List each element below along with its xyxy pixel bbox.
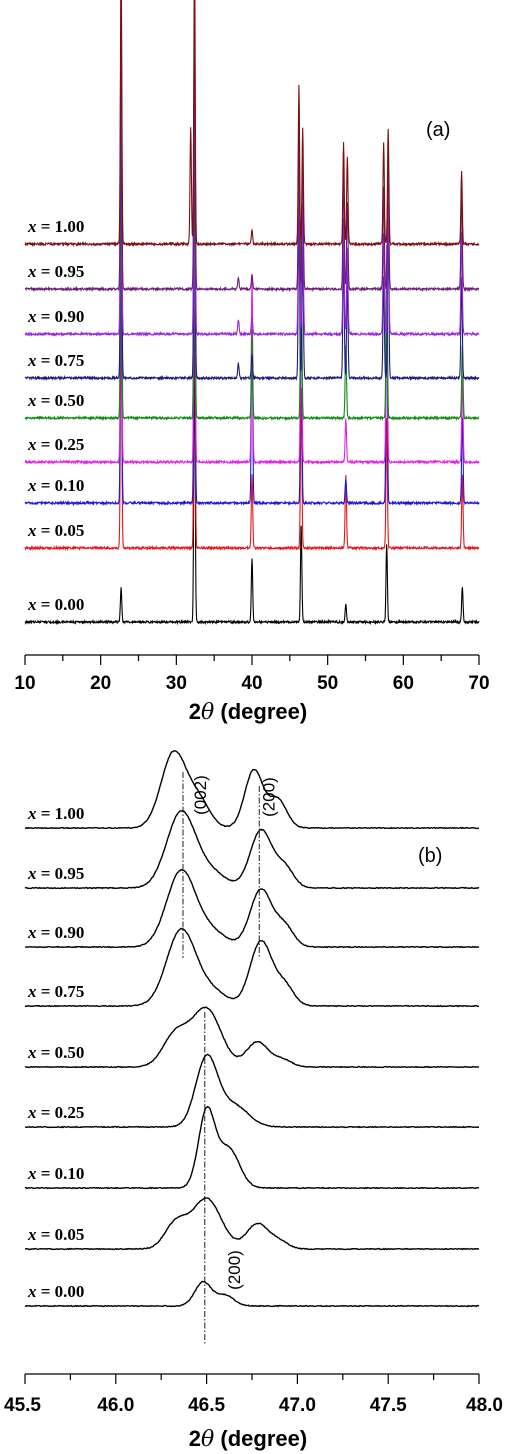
xrd-profile-090 xyxy=(24,868,480,949)
series-label-a-000: x = 0.00 xyxy=(27,595,84,614)
x-axis-title-suffix-a: (degree) xyxy=(214,699,307,724)
panel-label-a: (a) xyxy=(426,119,450,141)
xrd-pattern-000 xyxy=(24,331,480,626)
panel-b: x = 0.00 x = 0.05 x = 0.10 x = 0.25 x = 0.50… xyxy=(4,750,503,1452)
x-ticks-b: 45.5 46.0 46.5 47.0 47.5 48.0 xyxy=(4,1374,503,1416)
series-group-a xyxy=(24,0,480,626)
peak-annotation: (200) xyxy=(259,777,278,817)
x-tick-label-b: 45.5 xyxy=(4,1395,41,1416)
peak-annotation: (002) xyxy=(191,775,210,815)
series-label-b-025: x = 0.25 xyxy=(27,1103,84,1122)
series-label-b-000: x = 0.00 xyxy=(27,1282,84,1301)
xrd-profile-095 xyxy=(24,809,480,890)
series-label-a-095: x = 0.95 xyxy=(27,262,84,281)
x-tick-label-b: 46.0 xyxy=(97,1395,134,1416)
x-tick-label-a: 40 xyxy=(241,673,262,694)
series-label-a-090: x = 0.90 xyxy=(27,307,84,326)
xrd-pattern-090 xyxy=(24,44,480,338)
panel-label-b: (b) xyxy=(418,845,442,867)
x-tick-label-a: 30 xyxy=(166,673,187,694)
reference-lines-b xyxy=(182,772,260,1345)
x-axis-title-prefix-a: 2 xyxy=(189,699,201,724)
panel-a: x = 0.00 x = 0.05 x = 0.10 x = 0.25 x = 0.50… xyxy=(14,0,490,725)
x-tick-label-a: 10 xyxy=(14,673,35,694)
series-label-a-100: x = 1.00 xyxy=(27,217,84,236)
series-label-b-010: x = 0.10 xyxy=(27,1164,84,1183)
x-tick-label-b: 47.0 xyxy=(279,1395,316,1416)
series-label-a-025: x = 0.25 xyxy=(27,435,84,454)
series-label-a-005: x = 0.05 xyxy=(27,521,84,540)
series-label-b-100: x = 1.00 xyxy=(27,804,84,823)
x-tick-label-a: 60 xyxy=(393,673,414,694)
series-group-b xyxy=(24,750,480,1308)
xrd-profile-005 xyxy=(24,1197,480,1251)
xrd-pattern-100 xyxy=(24,0,480,248)
xrd-profile-100 xyxy=(24,750,480,830)
x-axis-title-a: 2θ (degree) xyxy=(189,699,307,725)
x-axis-title-prefix-b: 2 xyxy=(189,1426,201,1451)
xrd-pattern-095 xyxy=(24,0,480,293)
theta-symbol-b: θ xyxy=(201,1427,214,1452)
series-label-b-095: x = 0.95 xyxy=(27,864,84,883)
xrd-profile-010 xyxy=(24,1105,480,1190)
x-tick-label-b: 47.5 xyxy=(370,1395,407,1416)
x-ticks-a: 10 20 30 40 50 60 70 xyxy=(14,655,490,694)
theta-symbol-a: θ xyxy=(201,700,214,725)
series-label-b-090: x = 0.90 xyxy=(27,923,84,942)
x-tick-label-a: 70 xyxy=(468,673,489,694)
x-tick-label-b: 48.0 xyxy=(466,1395,503,1416)
peak-annotation: (200) xyxy=(225,1250,244,1290)
x-axis-title-b: 2θ (degree) xyxy=(189,1426,307,1452)
series-label-b-075: x = 0.75 xyxy=(27,982,84,1001)
xrd-pattern-005 xyxy=(24,257,480,552)
series-label-a-075: x = 0.75 xyxy=(27,351,84,370)
xrd-profile-050 xyxy=(24,1006,480,1069)
series-label-b-005: x = 0.05 xyxy=(27,1225,84,1244)
peak-annotations-b: (002) (200) (200) xyxy=(191,775,278,1290)
series-label-a-010: x = 0.10 xyxy=(27,476,84,495)
xrd-profile-025 xyxy=(24,1053,480,1129)
x-axis-title-suffix-b: (degree) xyxy=(214,1426,307,1451)
xrd-pattern-075 xyxy=(24,87,480,382)
xrd-pattern-050 xyxy=(24,127,480,422)
xrd-profile-000 xyxy=(24,1280,480,1308)
x-tick-label-a: 50 xyxy=(317,673,338,694)
x-tick-label-a: 20 xyxy=(90,673,111,694)
series-labels-a: x = 0.00 x = 0.05 x = 0.10 x = 0.25 x = 0.50… xyxy=(27,217,84,614)
series-labels-b: x = 0.00 x = 0.05 x = 0.10 x = 0.25 x = 0.50… xyxy=(27,804,84,1301)
xrd-profile-075 xyxy=(24,927,480,1008)
series-label-a-050: x = 0.50 xyxy=(27,391,84,410)
x-tick-label-b: 46.5 xyxy=(188,1395,225,1416)
series-label-b-050: x = 0.50 xyxy=(27,1043,84,1062)
